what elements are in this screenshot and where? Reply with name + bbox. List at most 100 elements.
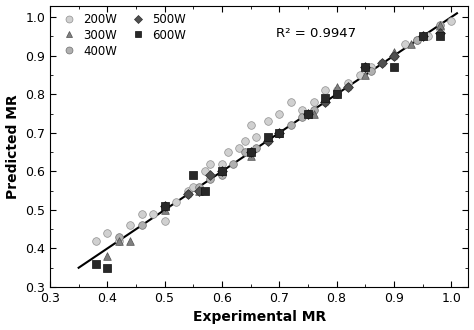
Point [184,192,191,197]
Point [362,65,369,70]
Point [413,38,420,43]
Point [184,192,191,197]
Point [344,84,352,89]
Point [367,65,375,70]
Point [149,211,157,216]
X-axis label: Experimental MR: Experimental MR [192,311,326,324]
Point [401,42,409,47]
Point [218,173,226,178]
Point [333,88,340,93]
Point [195,188,203,193]
Point [390,53,398,58]
Point [436,30,444,35]
Point [218,161,226,166]
Point [275,130,283,135]
Point [264,138,272,143]
Point [304,111,312,116]
Point [241,138,249,143]
Point [92,261,100,267]
Point [253,134,260,139]
Point [425,34,432,39]
Point [161,207,168,213]
Point [201,188,209,193]
Point [161,203,168,209]
Point [247,149,255,155]
Point [362,72,369,78]
Point [310,111,318,116]
Point [161,203,168,209]
Point [103,253,111,259]
Point [184,188,191,193]
Point [218,169,226,174]
Point [218,169,226,174]
Point [275,130,283,135]
Point [436,34,444,39]
Point [390,53,398,58]
Point [333,84,340,89]
Point [407,42,415,47]
Text: R² = 0.9947: R² = 0.9947 [276,27,356,40]
Point [299,115,306,120]
Point [241,149,249,155]
Point [127,238,134,244]
Point [236,146,243,151]
Y-axis label: Predicted MR: Predicted MR [6,94,19,199]
Point [321,99,329,105]
Point [333,92,340,97]
Point [436,26,444,31]
Point [138,211,146,216]
Point [247,122,255,128]
Point [138,223,146,228]
Point [161,203,168,209]
Point [275,130,283,135]
Point [419,34,427,39]
Point [436,22,444,27]
Point [390,53,398,58]
Point [264,118,272,124]
Point [224,149,231,155]
Point [103,230,111,236]
Point [247,149,255,155]
Point [115,238,123,244]
Point [201,169,209,174]
Point [379,61,386,66]
Point [419,34,427,39]
Point [287,122,294,128]
Point [115,238,123,244]
Point [275,111,283,116]
Point [413,38,420,43]
Point [247,153,255,159]
Point [115,234,123,240]
Point [103,265,111,270]
Point [127,223,134,228]
Point [275,130,283,135]
Point [92,238,100,244]
Point [321,99,329,105]
Point [367,68,375,74]
Point [344,84,352,89]
Point [264,138,272,143]
Point [195,184,203,189]
Point [172,200,180,205]
Point [304,111,312,116]
Point [390,49,398,54]
Point [207,173,214,178]
Point [287,99,294,105]
Point [229,161,237,166]
Point [190,184,197,189]
Point [299,107,306,112]
Point [321,95,329,101]
Point [310,99,318,105]
Point [195,188,203,193]
Point [253,146,260,151]
Point [207,161,214,166]
Point [344,80,352,85]
Point [379,61,386,66]
Point [264,134,272,139]
Point [447,18,455,24]
Point [436,22,444,27]
Point [362,65,369,70]
Point [390,65,398,70]
Legend: 200W, 300W, 400W, 500W, 600W: 200W, 300W, 400W, 500W, 600W [54,9,190,61]
Point [310,107,318,112]
